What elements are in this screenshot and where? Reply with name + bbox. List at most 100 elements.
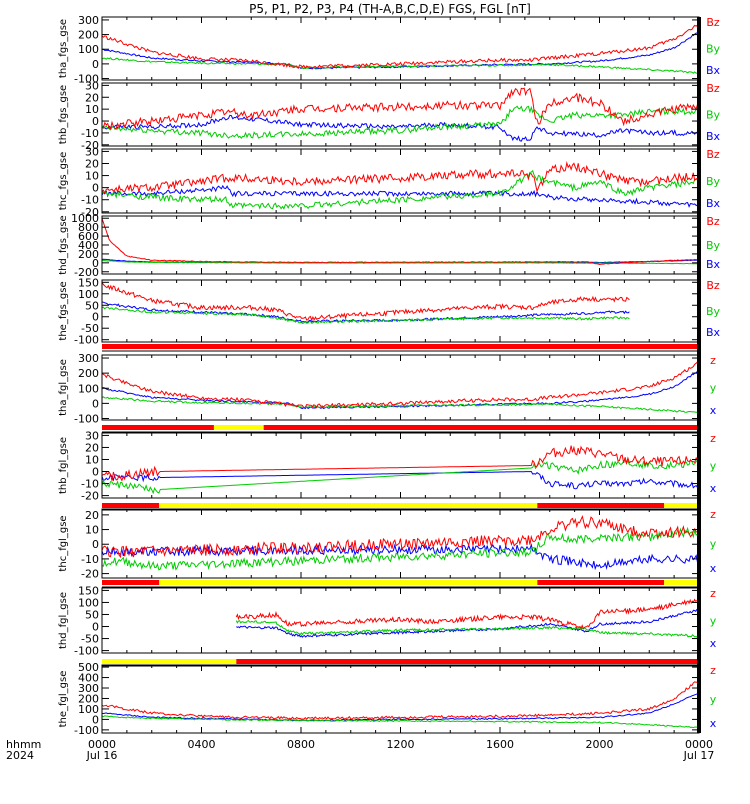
legend-Bz: Bz <box>706 215 720 228</box>
y-tick-label: -100 <box>74 73 99 86</box>
y-tick-label: 20 <box>85 91 99 104</box>
legend-Bz: Bz <box>706 279 720 292</box>
series-line-Bz <box>102 282 630 322</box>
y-tick-label: -10 <box>81 553 99 566</box>
series-group <box>235 597 699 638</box>
y-tick-label: 10 <box>85 103 99 116</box>
plot-frame <box>101 215 700 275</box>
legend-Bz: Bz <box>706 16 720 29</box>
series-line-y <box>102 396 699 414</box>
y-tick-label: 30 <box>85 429 99 442</box>
legend-Bx: Bx <box>706 64 721 77</box>
y-axis-label: thd_fgl_gse <box>58 592 69 649</box>
y-tick-label: 300 <box>78 682 99 695</box>
legend-y: y <box>710 460 717 473</box>
flag-segment <box>159 503 538 508</box>
legend-x: x <box>710 482 717 495</box>
y-tick-label: 1000 <box>71 212 99 225</box>
y-tick-label: 0 <box>92 58 99 71</box>
legend-By: By <box>706 109 721 122</box>
panel-tha_fgl_gse: 300 200 100 0 -100 tha_fgl_gse z yx <box>58 352 717 433</box>
series-line-By <box>102 169 699 210</box>
flag-segment <box>664 580 699 585</box>
y-axis-label: tha_fgl_gse <box>58 359 69 416</box>
series-group <box>102 87 699 142</box>
y-tick-label: 30 <box>85 145 99 158</box>
y-axis-label: thc_fgs_gse <box>58 152 69 211</box>
series-line-x <box>102 692 699 722</box>
y-tick-label: 0 <box>92 466 99 479</box>
series-line-z <box>102 361 699 409</box>
y-tick-label: 20 <box>85 509 99 522</box>
y-tick-label: -10 <box>81 127 99 140</box>
legend-By: By <box>706 43 721 56</box>
y-axis-label: thb_fgl_gse <box>58 437 69 494</box>
y-tick-label: 10 <box>85 453 99 466</box>
legend-z: z <box>710 664 716 677</box>
series-group <box>102 445 699 495</box>
y-tick-label: -200 <box>74 266 99 279</box>
chart-title: P5, P1, P2, P3, P4 (TH-A,B,C,D,E) FGS, F… <box>249 2 531 16</box>
legend-y: y <box>710 693 717 706</box>
series-group <box>102 161 699 210</box>
series-line-Bx <box>102 114 699 142</box>
x-tick-label: 0800 <box>287 738 315 751</box>
series-group <box>102 679 699 729</box>
time-axis-label: hhmm <box>6 738 41 751</box>
flag-segment <box>159 580 538 585</box>
series-line-By <box>102 105 699 140</box>
y-tick-label: -20 <box>81 490 99 503</box>
legend-Bx: Bx <box>706 130 721 143</box>
y-axis-label: the_fgs_gse <box>58 281 69 340</box>
legend-x: x <box>710 637 717 650</box>
flag-segment <box>102 344 699 349</box>
plot-frame <box>101 432 700 499</box>
legend-y: y <box>710 615 717 628</box>
series-group <box>102 514 699 571</box>
legend-By: By <box>706 239 721 252</box>
y-tick-label: 0 <box>92 538 99 551</box>
series-line-z <box>102 445 699 482</box>
flag-segment <box>537 503 665 508</box>
legend-By: By <box>706 175 721 188</box>
y-tick-label: 0 <box>92 621 99 634</box>
y-tick-label: 200 <box>78 29 99 42</box>
flag-segment <box>236 659 699 664</box>
series-group <box>102 23 699 74</box>
flag-segment <box>102 580 160 585</box>
y-axis-label: tha_fgs_gse <box>58 19 69 78</box>
legend-z: z <box>710 587 716 600</box>
y-tick-label: -100 <box>74 724 99 737</box>
flag-segment <box>537 580 665 585</box>
series-line-Bx <box>102 30 699 70</box>
flag-segment <box>102 659 237 664</box>
y-tick-label: 0 <box>92 115 99 128</box>
y-axis-label: thd_fgs_gse <box>58 215 69 274</box>
y-tick-label: 0 <box>92 257 99 270</box>
series-line-z <box>102 514 699 559</box>
y-tick-label: 0 <box>92 397 99 410</box>
y-tick-label: 100 <box>78 703 99 716</box>
y-tick-label: -50 <box>81 633 99 646</box>
x-tick-label: 0400 <box>188 738 216 751</box>
series-line-By <box>102 306 630 325</box>
flag-segment <box>213 425 264 430</box>
series-line-By <box>102 260 699 265</box>
y-tick-label: 100 <box>78 596 99 609</box>
x-tick-label: 0000 <box>88 738 116 751</box>
y-tick-label: -20 <box>81 568 99 581</box>
legend-z: z <box>710 432 716 445</box>
y-axis-label: thc_fgl_gse <box>58 515 69 571</box>
y-tick-label: 200 <box>78 248 99 261</box>
series-group <box>102 282 630 325</box>
y-tick-label: 150 <box>78 276 99 289</box>
series-line-By <box>102 57 699 74</box>
y-tick-label: 10 <box>85 524 99 537</box>
y-axis-label: the_fgl_gse <box>58 671 69 728</box>
